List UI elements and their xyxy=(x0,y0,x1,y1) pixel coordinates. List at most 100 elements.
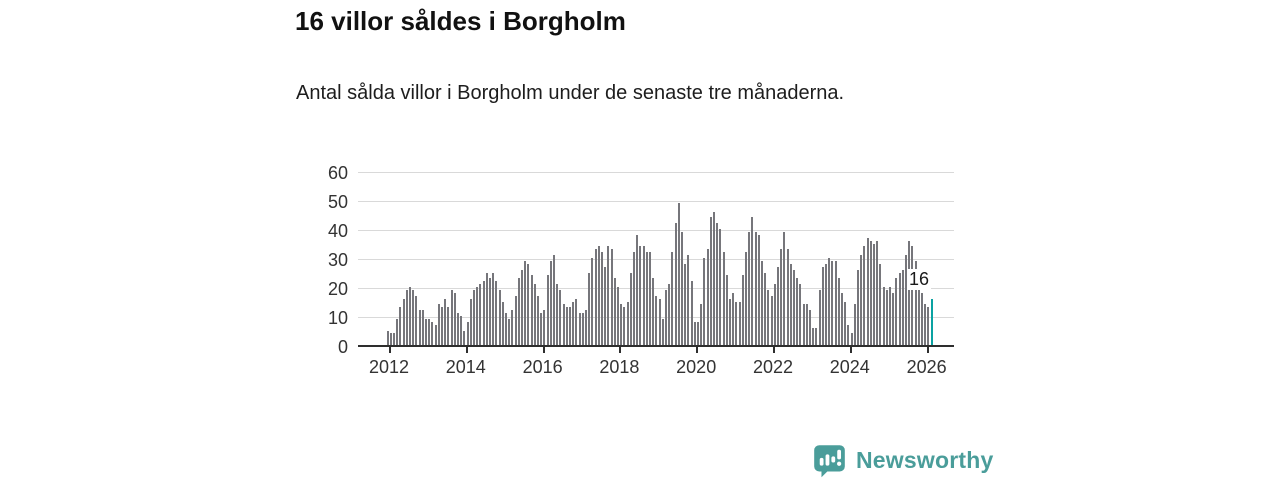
bar xyxy=(536,295,540,345)
bar xyxy=(844,301,847,345)
bar xyxy=(885,289,888,345)
bar xyxy=(581,313,584,345)
x-axis-tick-label: 2020 xyxy=(676,357,717,377)
bar xyxy=(472,289,476,345)
bar xyxy=(607,246,610,345)
bar xyxy=(639,246,642,345)
bar xyxy=(447,307,450,345)
y-axis-tick-label: 50 xyxy=(327,192,348,212)
bar xyxy=(399,307,402,345)
bar xyxy=(760,260,764,345)
bar xyxy=(594,249,597,345)
bar xyxy=(892,292,895,345)
bar xyxy=(824,263,828,345)
bar xyxy=(498,289,501,345)
y-axis-tick-label: 40 xyxy=(327,221,348,241)
bar xyxy=(664,289,668,345)
bar xyxy=(840,292,844,345)
bar xyxy=(901,269,904,345)
bar xyxy=(837,278,840,345)
bar xyxy=(444,298,447,345)
bar xyxy=(492,272,495,345)
bar xyxy=(655,295,658,345)
y-axis-tick-label: 10 xyxy=(327,308,348,328)
bar xyxy=(389,333,392,345)
bar xyxy=(591,258,594,345)
bar xyxy=(453,292,456,345)
bar xyxy=(780,249,783,345)
gridline xyxy=(358,230,954,231)
newsworthy-logo-text: Newsworthy xyxy=(856,447,994,473)
bar xyxy=(776,266,780,345)
bar xyxy=(456,313,460,345)
bar xyxy=(540,313,543,345)
bar xyxy=(424,318,428,345)
x-axis-tick xyxy=(389,347,391,353)
bar xyxy=(549,260,552,345)
bar xyxy=(434,324,437,345)
bar xyxy=(530,275,533,345)
bar xyxy=(648,252,652,345)
gridline xyxy=(358,288,954,289)
bar xyxy=(674,223,677,345)
bar xyxy=(463,330,466,345)
bar xyxy=(680,231,684,345)
bar xyxy=(799,284,802,345)
bar xyxy=(508,318,511,345)
bar xyxy=(773,284,776,345)
bar xyxy=(572,301,575,345)
bar xyxy=(520,269,524,345)
bar xyxy=(645,252,648,345)
bar xyxy=(504,313,508,345)
bar xyxy=(517,278,520,345)
bar xyxy=(514,295,517,345)
x-axis-tick xyxy=(849,347,852,353)
bar xyxy=(412,289,415,345)
bar xyxy=(700,304,703,345)
bar xyxy=(652,278,655,345)
bar xyxy=(568,307,572,345)
bar xyxy=(613,278,616,345)
y-axis-tick-label: 20 xyxy=(327,279,348,299)
bar xyxy=(828,258,831,345)
bar xyxy=(668,284,671,345)
bar xyxy=(584,310,588,345)
bar xyxy=(658,298,661,345)
x-axis-tick xyxy=(773,347,775,353)
bar xyxy=(818,289,821,345)
bar xyxy=(789,263,792,345)
bar xyxy=(501,301,504,345)
bar xyxy=(578,313,581,345)
x-axis-tick-label: 2026 xyxy=(906,357,947,377)
bar xyxy=(872,243,876,345)
bar xyxy=(588,272,591,345)
gridline xyxy=(358,259,954,260)
bar xyxy=(709,217,712,345)
bar xyxy=(882,287,885,345)
bar xyxy=(904,255,908,345)
bar xyxy=(533,284,536,345)
chart-subtitle: Antal sålda villor i Borgholm under de s… xyxy=(296,82,845,104)
bar xyxy=(876,240,879,345)
bar xyxy=(431,321,434,345)
gridline xyxy=(358,201,954,202)
bar xyxy=(796,278,799,345)
bar xyxy=(754,231,757,345)
bar xyxy=(716,223,719,345)
bar xyxy=(757,234,760,345)
bar xyxy=(770,295,773,345)
x-axis-tick xyxy=(696,347,699,353)
bar xyxy=(728,298,732,345)
x-axis-tick xyxy=(926,347,929,353)
bar xyxy=(834,260,837,345)
bar xyxy=(661,318,664,345)
bar xyxy=(386,330,389,345)
bar xyxy=(911,246,914,345)
bar xyxy=(597,246,600,345)
bar xyxy=(850,333,853,345)
x-axis-tick-label: 2014 xyxy=(445,357,486,377)
bar xyxy=(636,234,639,345)
bar xyxy=(392,333,396,345)
bar xyxy=(575,298,578,345)
